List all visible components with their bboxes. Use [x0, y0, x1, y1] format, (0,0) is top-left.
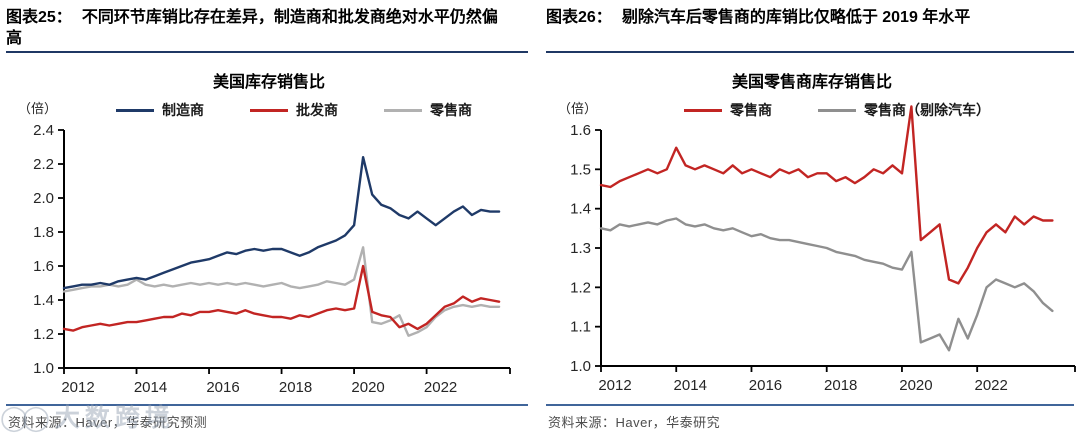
legend-label: 零售商（剔除汽车） [864, 102, 990, 118]
legend-line-swatch [684, 108, 722, 112]
line-chart-retailer-inventory-sales-ratio: 1.0 1.1 1.2 1.3 1.4 1.5 1.6 2012 2014 2016 2018 202… [570, 105, 1076, 394]
figure-label: 图表26： [546, 9, 612, 26]
figure-panel-25: 图表25： 不同环节库销比存在差异，制造商和批发商绝对水平仍然偏高 美国库存销售比… [6, 0, 532, 436]
legend-item: 制造商 [116, 100, 204, 120]
figure-panel-26: 图表26： 剔除汽车后零售商的库销比仅略低于 2019 年水平 美国零售商库存销售… [546, 0, 1078, 436]
chart-legend: 零售商 零售商（剔除汽车） [606, 100, 1068, 120]
svg-text:2016: 2016 [749, 377, 782, 394]
svg-text:1.3: 1.3 [570, 240, 591, 257]
figure-header: 图表26： 剔除汽车后零售商的库销比仅略低于 2019 年水平 [546, 7, 1078, 28]
svg-text:1.2: 1.2 [33, 326, 54, 343]
svg-text:2012: 2012 [598, 377, 631, 394]
legend-label: 批发商 [296, 102, 338, 118]
svg-text:1.6: 1.6 [570, 122, 591, 139]
source-note: 资料来源：Haver，华泰研究 [548, 415, 721, 430]
legend-item: 批发商 [250, 100, 338, 120]
svg-text:1.5: 1.5 [570, 161, 591, 178]
legend-line-swatch [818, 108, 856, 112]
figure-title: 剔除汽车后零售商的库销比仅略低于 2019 年水平 [621, 9, 971, 26]
y-axis-unit-label: （倍） [18, 101, 58, 116]
svg-text:2.0: 2.0 [33, 190, 54, 207]
legend-item: 零售商 [684, 100, 772, 120]
footer-divider [6, 404, 528, 406]
legend-line-swatch [384, 108, 422, 112]
svg-text:2.4: 2.4 [33, 122, 54, 139]
plot-area: 1.0 1.1 1.2 1.3 1.4 1.5 1.6 2012 2014 2016 2018 202… [546, 105, 1078, 402]
svg-text:2016: 2016 [206, 379, 239, 396]
legend-item: 零售商（剔除汽车） [818, 100, 990, 120]
svg-text:1.0: 1.0 [33, 360, 54, 377]
source-note: 资料来源：Haver，华泰研究预测 [8, 415, 208, 430]
line-chart-inventory-sales-ratio: 1.0 1.2 1.4 1.6 1.8 2.0 2.2 2.4 2012 2014 2016 2018… [33, 122, 511, 396]
legend-line-swatch [250, 108, 288, 112]
chart-title: 美国零售商库存销售比 [731, 74, 892, 91]
svg-text:2020: 2020 [899, 377, 932, 394]
footer-divider [546, 404, 1074, 406]
svg-text:2014: 2014 [674, 377, 707, 394]
svg-text:1.1: 1.1 [570, 319, 591, 336]
legend-line-swatch [116, 108, 154, 112]
figure-title: 不同环节库销比存在差异，制造商和批发商绝对水平仍然偏高 [6, 9, 498, 47]
svg-text:2018: 2018 [824, 377, 857, 394]
svg-text:1.0: 1.0 [570, 358, 591, 375]
legend-item: 零售商 [384, 100, 472, 120]
figure-header: 图表25： 不同环节库销比存在差异，制造商和批发商绝对水平仍然偏高 [6, 7, 510, 49]
svg-text:2022: 2022 [424, 379, 457, 396]
legend-label: 制造商 [162, 102, 204, 118]
svg-text:1.4: 1.4 [570, 201, 591, 218]
svg-text:2012: 2012 [61, 379, 94, 396]
plot-area: 1.0 1.2 1.4 1.6 1.8 2.0 2.2 2.4 2012 2014 2016 2018… [6, 118, 532, 402]
svg-text:2018: 2018 [279, 379, 312, 396]
chart-title: 美国库存销售比 [212, 74, 325, 91]
figure-label: 图表25： [6, 9, 72, 26]
chart-legend: 制造商 批发商 零售商 [66, 100, 522, 120]
svg-text:2014: 2014 [134, 379, 167, 396]
svg-text:1.6: 1.6 [33, 258, 54, 275]
svg-text:2022: 2022 [975, 377, 1008, 394]
legend-label: 零售商 [730, 102, 772, 118]
svg-text:2.2: 2.2 [33, 156, 54, 173]
header-divider [6, 51, 528, 53]
y-axis-unit-label: （倍） [558, 101, 598, 116]
header-divider [546, 51, 1074, 53]
svg-text:1.2: 1.2 [570, 279, 591, 296]
svg-text:1.8: 1.8 [33, 224, 54, 241]
svg-text:2020: 2020 [351, 379, 384, 396]
svg-text:1.4: 1.4 [33, 292, 54, 309]
legend-label: 零售商 [430, 102, 472, 118]
